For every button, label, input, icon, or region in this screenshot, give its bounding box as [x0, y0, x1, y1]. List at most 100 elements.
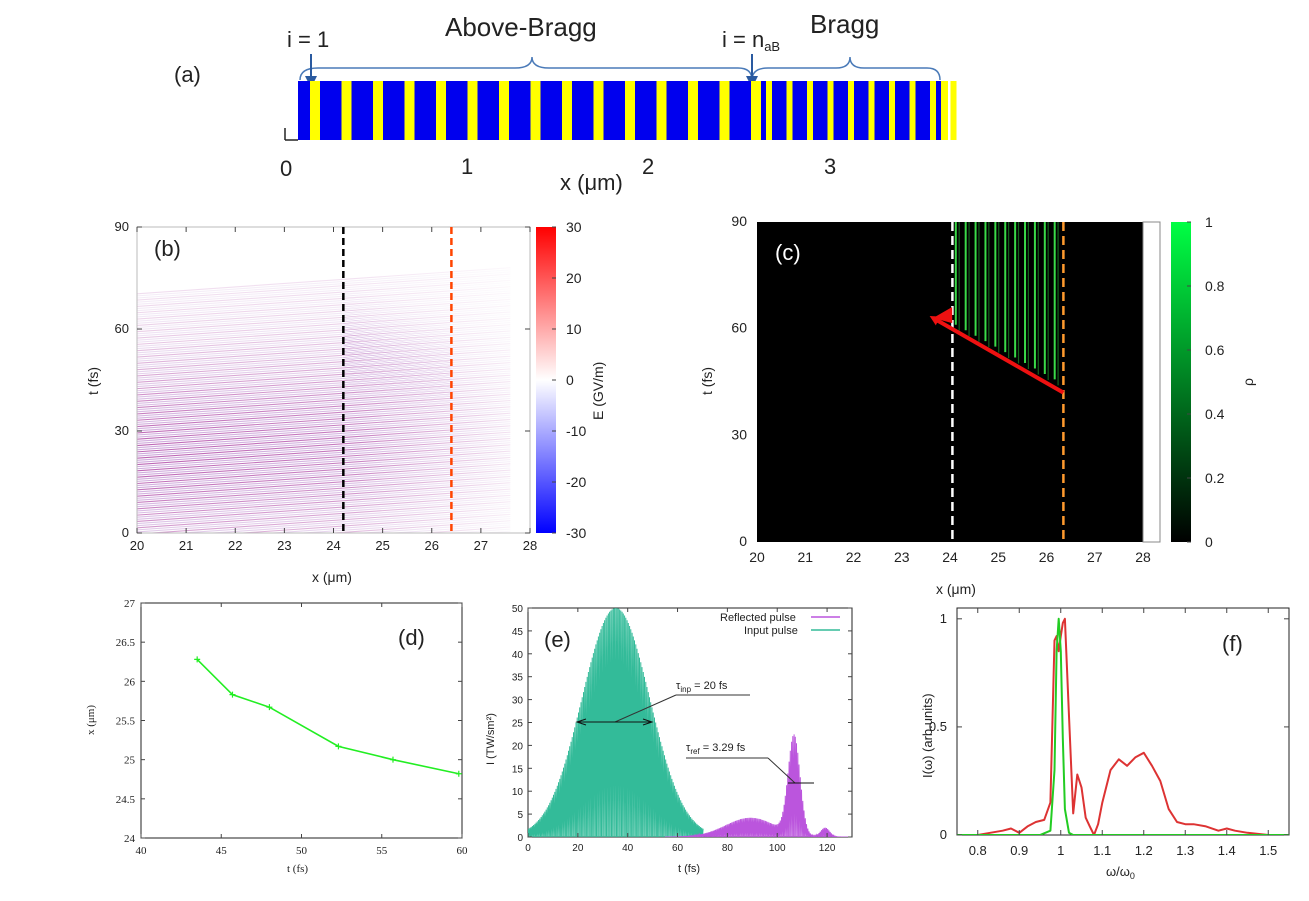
- front-arrow-head: [933, 307, 953, 324]
- panel-a-tick-2: 2: [642, 154, 654, 179]
- tau-inp-rest: = 20 fs: [691, 680, 728, 692]
- layer-yellow-0: [310, 81, 320, 140]
- panel-b-markers: [342, 227, 453, 533]
- panel-e-annotations: τinp = 20 fs τref = 3.29 fs: [575, 680, 814, 784]
- panel-c-xlabel: x (μm): [936, 581, 976, 597]
- panel-e-xtick-0: 0: [525, 843, 531, 854]
- panel-d-ytick-0: 24: [124, 833, 136, 845]
- panel-d-xtick-4: 60: [457, 845, 469, 857]
- panel-e-series: [528, 608, 852, 837]
- panel-d-ytick-3: 25.5: [116, 716, 136, 728]
- panel-d-ytick-5: 26.5: [116, 637, 136, 649]
- panel-e-ytick-8: 40: [512, 650, 524, 661]
- tau-ref-rest: = 3.29 fs: [700, 742, 746, 754]
- tau-ref-sub: ref: [690, 747, 700, 756]
- panel-e-ytick-6: 30: [512, 696, 524, 707]
- panel-f-label: (f): [1222, 631, 1243, 656]
- panel-c-xtick-3: 23: [894, 549, 910, 565]
- panel-c-background: [757, 222, 1143, 542]
- layer-yellow-17: [807, 81, 813, 140]
- panel-b-cbar-tick-2: -10: [566, 423, 586, 439]
- layer-yellow-20: [868, 81, 875, 140]
- panel-b-xtick-8: 28: [523, 538, 537, 553]
- panel-c-colorbar-label: ρ: [1240, 378, 1256, 386]
- panel-a-tick-1: 1: [461, 154, 473, 179]
- panel-f-xtick-5: 1.3: [1176, 843, 1194, 858]
- panel-f-ytick-2: 1: [940, 611, 947, 626]
- tau-inp-arrow-left: [575, 718, 587, 726]
- panel-e-ylabel: I (TW/sm²): [485, 713, 497, 765]
- panel-b-xtick-0: 20: [130, 538, 144, 553]
- panel-e-ytick-9: 45: [512, 627, 524, 638]
- spectrum-reflected: [957, 617, 1289, 835]
- panel-f-xtick-7: 1.5: [1259, 843, 1277, 858]
- panel-a-tick-0: 0: [280, 156, 292, 181]
- panel-e-xtick-6: 120: [819, 843, 836, 854]
- panel-c-xtick-7: 27: [1087, 549, 1103, 565]
- layer-yellow-6: [499, 81, 509, 140]
- field-stripe-7: [137, 582, 510, 608]
- panel-c-right-strip: [1142, 221, 1161, 543]
- layer-yellow-16: [786, 81, 793, 140]
- panel-c-xtick-8: 28: [1135, 549, 1151, 565]
- panel-f-xtick-4: 1.2: [1135, 843, 1153, 858]
- tau-inp-sub: inp: [680, 685, 691, 694]
- layer-yellow-22: [909, 81, 916, 140]
- panel-f-ylabel: I(ω) (arb.units): [920, 693, 935, 778]
- panel-a-label: (a): [174, 62, 201, 87]
- panel-c-label: (c): [775, 240, 801, 265]
- panel-e-axes: 0 20 40 60 80 100 120 0 5 10 15 20 25 30 35 40 45 50: [512, 604, 852, 854]
- panel-e-ytick-7: 35: [512, 673, 524, 684]
- field-fade: [137, 227, 530, 533]
- panel-f-ytick-1: 0.5: [929, 719, 947, 734]
- field-stripe-0: [137, 597, 510, 623]
- legend-input-label: Input pulse: [744, 625, 798, 637]
- panel-d-label: (d): [398, 625, 425, 650]
- field-stripe-2: [137, 592, 510, 618]
- panel-c-xtick-5: 25: [990, 549, 1006, 565]
- panel-d-ytick-4: 26: [124, 676, 136, 688]
- above-bragg-brace: [299, 56, 753, 81]
- panel-a-layer-diagram: (a) i = 1 i = naB Above-Bragg Bragg 0 1 …: [174, 9, 957, 195]
- layer-yellow-11: [656, 81, 667, 140]
- mid-index-sub: aB: [764, 39, 780, 54]
- front-point-0: [194, 656, 201, 663]
- panel-b-xlabel: x (μm): [312, 569, 352, 585]
- panel-e-xtick-4: 80: [722, 843, 734, 854]
- field-stripe-4: [137, 588, 510, 614]
- panel-c-xtick-1: 21: [797, 549, 813, 565]
- panel-b-xtick-7: 27: [474, 538, 488, 553]
- field-stripe-6: [137, 584, 510, 610]
- layer-yellow-1: [341, 81, 352, 140]
- panel-c-colorbar-ticks: 0 0.2 0.4 0.6 0.8 1: [1187, 214, 1225, 550]
- panel-e-xtick-5: 100: [769, 843, 786, 854]
- panel-b-ylabel: t (fs): [85, 367, 101, 395]
- panel-b-xtick-5: 25: [375, 538, 389, 553]
- mid-index-main: i = n: [722, 27, 764, 52]
- panel-e-ytick-5: 25: [512, 719, 524, 730]
- mid-index-label: i = naB: [722, 27, 780, 54]
- density-lines: [954, 222, 1059, 386]
- panel-d-ytick-2: 25: [124, 755, 136, 767]
- panel-c-xtick-2: 22: [846, 549, 862, 565]
- panel-d-series: [194, 656, 462, 777]
- panel-c-cbar-tick-4: 0.8: [1205, 278, 1225, 294]
- panel-b-cbar-tick-1: -20: [566, 474, 586, 490]
- panel-e-ytick-1: 5: [517, 810, 523, 821]
- panel-c-colorbar: [1171, 222, 1191, 542]
- field-stripe-1: [137, 594, 510, 620]
- panel-f-xlabel: ω/ω0: [1106, 864, 1135, 881]
- panel-e-ytick-0: 0: [517, 833, 523, 844]
- panel-f-ytick-0: 0: [940, 827, 947, 842]
- layer-yellow-10: [625, 81, 635, 140]
- panel-f-xtick-6: 1.4: [1218, 843, 1236, 858]
- panel-c-markers: [929, 222, 1065, 542]
- panel-b-cbar-tick-0: -30: [566, 525, 586, 541]
- panel-c-xtick-0: 20: [749, 549, 765, 565]
- panel-e-ytick-4: 20: [512, 741, 524, 752]
- layer-stack: [298, 81, 957, 140]
- front-point-5: [455, 770, 462, 777]
- panel-c-ytick-3: 90: [731, 213, 747, 229]
